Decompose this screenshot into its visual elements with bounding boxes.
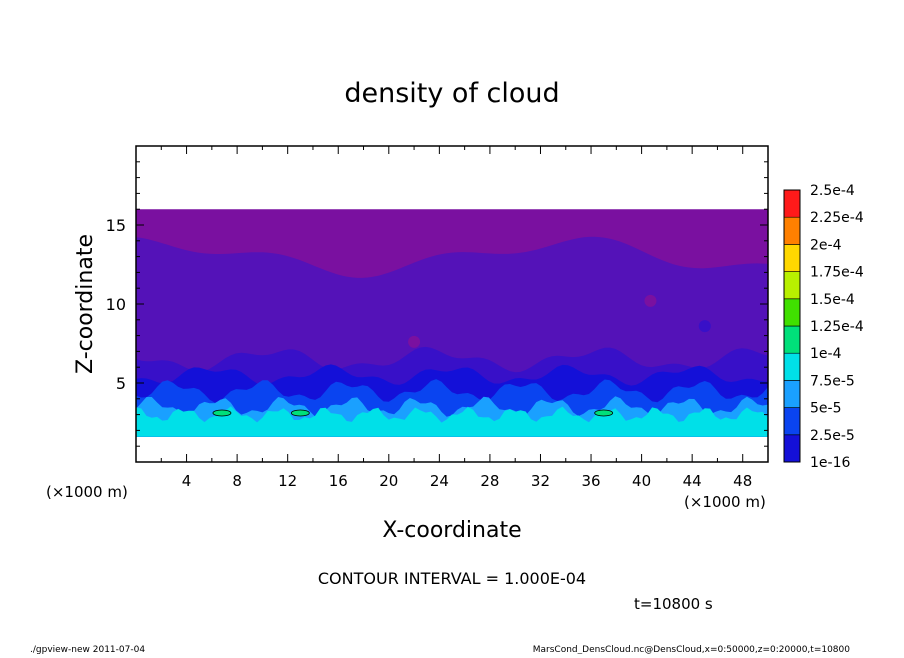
colorbar-label-8: 2e-4 xyxy=(810,237,842,253)
x-tick-label-1: 8 xyxy=(232,472,242,490)
density-field xyxy=(136,209,768,437)
x-tick-label-2: 12 xyxy=(278,472,297,490)
colorbar-swatch-4 xyxy=(783,352,801,381)
colorbar-label-0: 1e-16 xyxy=(810,455,850,471)
colorbar-swatch-7 xyxy=(783,271,801,300)
x-tick-label-8: 36 xyxy=(581,472,600,490)
colorbar: 1e-16 2.5e-5 5e-5 7.5e-5 1e-4 1.25e-4 1.5e-4 1.… xyxy=(783,183,864,471)
y-tick-label-0: 5 xyxy=(116,374,126,393)
colorbar-label-5: 1.25e-4 xyxy=(810,319,864,335)
y-axis-label: Z-coordinate xyxy=(73,234,98,374)
density-max-contour-2 xyxy=(594,409,614,417)
colorbar-label-6: 1.5e-4 xyxy=(810,292,855,308)
colorbar-swatch-9 xyxy=(783,216,801,245)
density-max-contour-0 xyxy=(212,409,232,417)
colorbar-label-1: 2.5e-5 xyxy=(810,428,855,444)
colorbar-swatch-2 xyxy=(783,407,801,436)
x-axis-label: X-coordinate xyxy=(382,518,521,543)
colorbar-label-9: 2.25e-4 xyxy=(810,210,864,226)
chart-title: density of cloud xyxy=(344,78,559,109)
density-blob-1 xyxy=(644,294,657,307)
colorbar-swatch-10 xyxy=(783,189,801,218)
x-tick-label-7: 32 xyxy=(531,472,550,490)
y-tick-label-1: 10 xyxy=(106,295,126,314)
x-tick-label-4: 20 xyxy=(379,472,398,490)
colorbar-swatch-5 xyxy=(783,325,801,354)
y-axis-ticks: 5 10 15 xyxy=(106,161,768,447)
colorbar-swatch-1 xyxy=(783,434,801,463)
x-tick-label-9: 40 xyxy=(632,472,651,490)
x-tick-label-0: 4 xyxy=(182,472,192,490)
x-tick-label-3: 16 xyxy=(329,472,348,490)
colorbar-swatch-3 xyxy=(783,380,801,408)
colorbar-label-7: 1.75e-4 xyxy=(810,265,864,281)
x-tick-label-5: 24 xyxy=(430,472,449,490)
time-label: t=10800 s xyxy=(634,595,713,613)
x-tick-label-10: 44 xyxy=(683,472,702,490)
colorbar-swatch-8 xyxy=(783,244,801,272)
colorbar-label-4: 1e-4 xyxy=(810,346,842,362)
y-tick-label-2: 15 xyxy=(106,216,126,235)
colorbar-label-2: 5e-5 xyxy=(810,401,841,417)
x-unit-left: (×1000 m) xyxy=(46,483,128,501)
density-blob-0 xyxy=(408,335,421,348)
colorbar-frame xyxy=(783,189,801,463)
density-max-contour-1 xyxy=(290,409,310,417)
x-tick-label-11: 48 xyxy=(733,472,752,490)
colorbar-label-10: 2.5e-4 xyxy=(810,183,855,199)
x-tick-label-6: 28 xyxy=(480,472,499,490)
density-blob-2 xyxy=(698,320,711,333)
x-axis-ticks: 4 8 12 16 20 24 28 32 36 40 44 48 xyxy=(160,146,752,490)
x-unit-right: (×1000 m) xyxy=(684,493,766,511)
footer-right: MarsCond_DensCloud.nc@DensCloud,x=0:5000… xyxy=(533,645,850,654)
footer-left: ./gpview-new 2011-07-04 xyxy=(30,645,145,654)
colorbar-label-3: 7.5e-5 xyxy=(810,373,855,389)
colorbar-swatch-6 xyxy=(783,298,801,327)
contour-interval: CONTOUR INTERVAL = 1.000E-04 xyxy=(318,569,586,588)
